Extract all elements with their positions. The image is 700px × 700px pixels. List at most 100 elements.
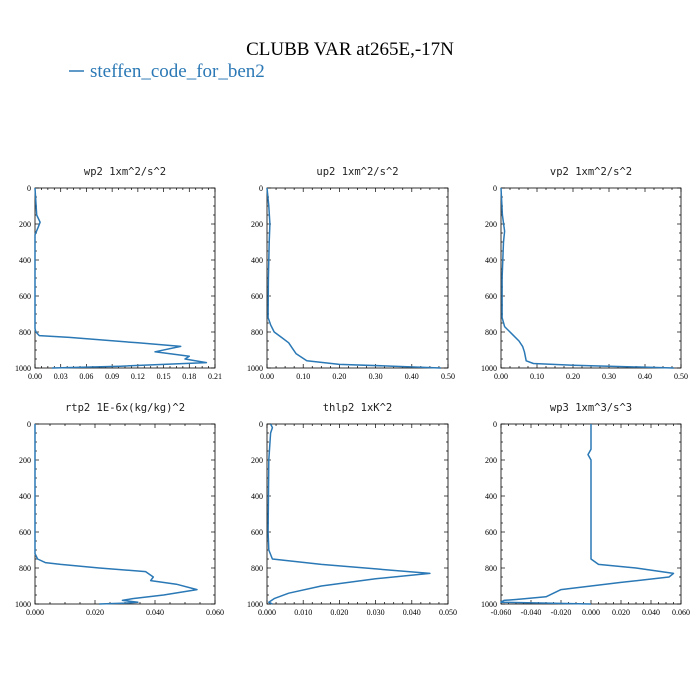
x-tick-label: -0.020 bbox=[551, 608, 572, 617]
y-tick-label: 600 bbox=[251, 292, 263, 301]
plot-frame bbox=[266, 187, 449, 369]
y-tick-label: 800 bbox=[19, 564, 31, 573]
y-tick-label: 200 bbox=[485, 456, 497, 465]
y-tick-label: 0 bbox=[259, 184, 263, 193]
x-tick-label: 0.040 bbox=[146, 608, 164, 617]
y-tick-label: 800 bbox=[251, 564, 263, 573]
panel-title: thlp2 1xK^2 bbox=[323, 402, 393, 414]
y-tick-label: 600 bbox=[19, 292, 31, 301]
y-tick-label: 600 bbox=[485, 292, 497, 301]
x-tick-label: 0.010 bbox=[294, 608, 312, 617]
plot-frame bbox=[266, 423, 449, 605]
y-tick-label: 400 bbox=[19, 256, 31, 265]
plot-frame bbox=[500, 187, 682, 369]
panel-6: wp3 1xm^3/s^3 -0.060 -0.040 -0.020 0.000 0.02… bbox=[481, 402, 690, 617]
x-tick-label: 0.000 bbox=[26, 608, 44, 617]
y-tick-label: 400 bbox=[485, 256, 497, 265]
x-tick-label: 0.020 bbox=[86, 608, 104, 617]
y-tick-label: 400 bbox=[251, 492, 263, 501]
y-tick-label: 1000 bbox=[247, 364, 263, 373]
y-tick-label: 800 bbox=[485, 328, 497, 337]
x-tick-label: 0.00 bbox=[260, 372, 274, 381]
legend: steffen_code_for_ben2 bbox=[69, 61, 265, 82]
y-tick-label: 800 bbox=[251, 328, 263, 337]
panel-5: thlp2 1xK^2 0.000 0.010 0.020 0.030 0.040 0.05… bbox=[247, 402, 457, 617]
x-tick-label: 0.50 bbox=[674, 372, 688, 381]
x-tick-label: 0.15 bbox=[157, 372, 171, 381]
profile-line bbox=[266, 187, 441, 369]
y-tick-label: 1000 bbox=[481, 600, 497, 609]
panel-2: up2 1xm^2/s^2 0.00 0.10 0.20 0.30 0.40 0.50 0 20… bbox=[247, 166, 455, 381]
y-tick-label: 1000 bbox=[247, 600, 263, 609]
x-tick-label: 0.040 bbox=[642, 608, 660, 617]
x-tick-label: 0.060 bbox=[672, 608, 690, 617]
profile-line bbox=[34, 187, 208, 369]
x-tick-label: 0.40 bbox=[405, 372, 419, 381]
y-tick-label: 200 bbox=[19, 456, 31, 465]
x-tick-label: 0.00 bbox=[494, 372, 508, 381]
x-tick-label: -0.040 bbox=[521, 608, 542, 617]
x-tick-label: 0.060 bbox=[206, 608, 224, 617]
y-tick-label: 0 bbox=[493, 184, 497, 193]
x-tick-label: 0.000 bbox=[258, 608, 276, 617]
y-tick-label: 200 bbox=[251, 220, 263, 229]
x-tick-label: 0.12 bbox=[131, 372, 145, 381]
x-tick-label: 0.20 bbox=[332, 372, 346, 381]
x-tick-label: 0.030 bbox=[367, 608, 385, 617]
panel-3: vp2 1xm^2/s^2 0.00 0.10 0.20 0.30 0.40 0.50 0 20… bbox=[481, 166, 688, 381]
x-tick-label: 0.020 bbox=[612, 608, 630, 617]
x-tick-label: 0.020 bbox=[330, 608, 348, 617]
y-tick-label: 0 bbox=[259, 420, 263, 429]
y-tick-label: 600 bbox=[485, 528, 497, 537]
x-tick-label: 0.000 bbox=[582, 608, 600, 617]
panel-title: rtp2 1E-6x(kg/kg)^2 bbox=[65, 402, 185, 414]
plot-frame bbox=[34, 423, 216, 605]
y-tick-label: 0 bbox=[27, 420, 31, 429]
y-tick-label: 200 bbox=[19, 220, 31, 229]
x-tick-label: 0.18 bbox=[182, 372, 196, 381]
x-tick-label: 0.30 bbox=[602, 372, 616, 381]
y-tick-label: 400 bbox=[251, 256, 263, 265]
x-tick-label: 0.10 bbox=[296, 372, 310, 381]
panels: wp2 1xm^2/s^2 0.00 0.03 0.06 0.09 0.12 0.15 0.1… bbox=[15, 166, 690, 617]
panel-title: vp2 1xm^2/s^2 bbox=[550, 166, 632, 178]
panel-title: wp3 1xm^3/s^3 bbox=[550, 402, 632, 414]
x-tick-label: 0.10 bbox=[530, 372, 544, 381]
y-tick-label: 400 bbox=[19, 492, 31, 501]
profile-line bbox=[500, 424, 675, 605]
panel-1: wp2 1xm^2/s^2 0.00 0.03 0.06 0.09 0.12 0.15 0.1… bbox=[15, 166, 222, 381]
figure-title: CLUBB VAR at265E,-17N bbox=[246, 39, 454, 60]
panel-title: up2 1xm^2/s^2 bbox=[316, 166, 398, 178]
x-tick-label: -0.060 bbox=[491, 608, 512, 617]
profile-line bbox=[500, 187, 674, 369]
x-tick-label: 0.20 bbox=[566, 372, 580, 381]
y-tick-label: 200 bbox=[251, 456, 263, 465]
x-tick-label: 0.21 bbox=[208, 372, 222, 381]
y-tick-label: 1000 bbox=[481, 364, 497, 373]
panel-4: rtp2 1E-6x(kg/kg)^2 0.000 0.020 0.040 0.060 0… bbox=[15, 402, 224, 617]
x-tick-label: 0.00 bbox=[28, 372, 42, 381]
plot-frame bbox=[34, 187, 216, 369]
x-tick-label: 0.03 bbox=[54, 372, 68, 381]
y-tick-label: 600 bbox=[19, 528, 31, 537]
y-tick-label: 0 bbox=[27, 184, 31, 193]
x-tick-label: 0.40 bbox=[638, 372, 652, 381]
y-tick-label: 800 bbox=[19, 328, 31, 337]
x-tick-label: 0.040 bbox=[403, 608, 421, 617]
x-tick-label: 0.06 bbox=[79, 372, 93, 381]
y-tick-label: 200 bbox=[485, 220, 497, 229]
x-tick-label: 0.30 bbox=[369, 372, 383, 381]
y-tick-label: 1000 bbox=[15, 364, 31, 373]
x-tick-label: 0.09 bbox=[105, 372, 119, 381]
y-tick-label: 600 bbox=[251, 528, 263, 537]
y-tick-label: 400 bbox=[485, 492, 497, 501]
y-tick-label: 1000 bbox=[15, 600, 31, 609]
profile-line bbox=[34, 424, 198, 605]
y-tick-label: 0 bbox=[493, 420, 497, 429]
x-tick-label: 0.050 bbox=[439, 608, 457, 617]
panel-title: wp2 1xm^2/s^2 bbox=[84, 166, 166, 178]
profile-line bbox=[267, 423, 431, 605]
x-tick-label: 0.50 bbox=[441, 372, 455, 381]
legend-label: steffen_code_for_ben2 bbox=[90, 61, 265, 82]
